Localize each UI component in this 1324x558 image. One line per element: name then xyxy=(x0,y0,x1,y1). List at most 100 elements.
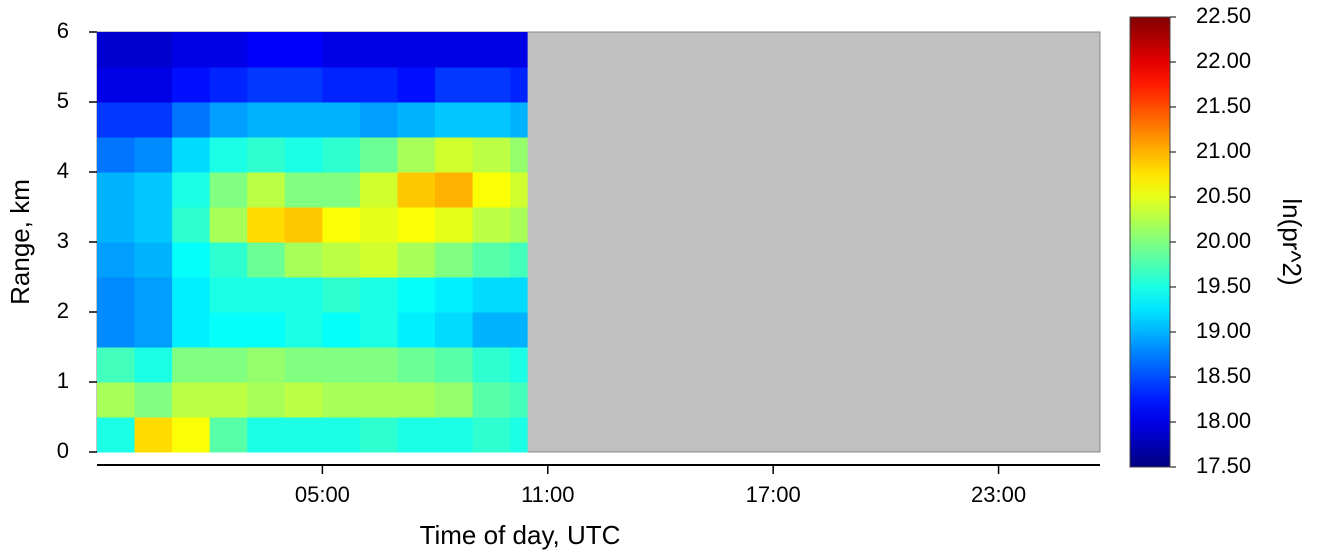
heatmap-cell xyxy=(322,32,361,68)
heatmap-cell xyxy=(397,277,436,313)
heatmap-cell xyxy=(134,172,173,208)
heatmap-cell xyxy=(397,312,436,348)
heatmap-cell xyxy=(435,32,474,68)
heatmap-cell xyxy=(472,277,511,313)
heatmap-cell xyxy=(472,347,511,383)
heatmap-cell xyxy=(247,242,286,278)
heatmap-cell xyxy=(359,67,399,103)
heatmap-cell xyxy=(97,277,136,313)
heatmap-cell xyxy=(134,347,173,383)
x-tick-label: 17:00 xyxy=(746,482,801,507)
heatmap-cell xyxy=(172,207,211,243)
heatmap-cell xyxy=(322,347,361,383)
heatmap-cell xyxy=(359,32,399,68)
heatmap-cell xyxy=(209,102,248,138)
heatmap-cell xyxy=(134,277,173,313)
heatmap-cell xyxy=(510,67,528,103)
heatmap-cell xyxy=(97,67,136,103)
heatmap-cell xyxy=(397,172,436,208)
heatmap-cell xyxy=(472,67,511,103)
heatmap-cell xyxy=(435,102,474,138)
heatmap-cell xyxy=(172,417,211,453)
heatmap-cell xyxy=(510,207,528,243)
heatmap-cell xyxy=(172,382,211,418)
heatmap-cell xyxy=(284,417,323,453)
heatmap-cell xyxy=(247,277,286,313)
heatmap-cell xyxy=(472,242,511,278)
heatmap-cell xyxy=(284,277,323,313)
y-tick-label: 0 xyxy=(57,438,69,463)
heatmap-cell xyxy=(322,172,361,208)
y-tick-label: 1 xyxy=(57,368,69,393)
heatmap-cell xyxy=(209,137,248,173)
heatmap-cell xyxy=(472,312,511,348)
heatmap-cell xyxy=(359,347,399,383)
heatmap-cell xyxy=(284,242,323,278)
heatmap-cell xyxy=(172,277,211,313)
heatmap-cell xyxy=(209,347,248,383)
x-tick-label: 23:00 xyxy=(971,482,1026,507)
heatmap-cell xyxy=(172,67,211,103)
heatmap-cell xyxy=(134,242,173,278)
colorbar-tick-label: 18.00 xyxy=(1196,408,1251,433)
y-tick-label: 4 xyxy=(57,158,69,183)
colorbar-tick-label: 19.00 xyxy=(1196,318,1251,343)
heatmap-cell xyxy=(435,242,474,278)
heatmap-cell xyxy=(134,382,173,418)
heatmap-cell xyxy=(247,172,286,208)
colorbar-tick-label: 22.50 xyxy=(1196,3,1251,28)
x-tick-label: 11:00 xyxy=(521,482,574,507)
heatmap-cell xyxy=(134,32,173,68)
heatmap-cell xyxy=(322,417,361,453)
x-tick-label: 05:00 xyxy=(295,482,350,507)
heatmap-cell xyxy=(172,242,211,278)
heatmap-cell xyxy=(134,102,173,138)
heatmap-cell xyxy=(284,137,323,173)
heatmap-cell xyxy=(322,277,361,313)
heatmap-cell xyxy=(322,312,361,348)
heatmap-cell xyxy=(435,277,474,313)
heatmap-cell xyxy=(510,102,528,138)
heatmap-cell xyxy=(322,137,361,173)
heatmap-cell xyxy=(359,382,399,418)
heatmap-cell xyxy=(435,347,474,383)
heatmap-cell xyxy=(359,417,399,453)
heatmap-cell xyxy=(209,417,248,453)
heatmap-cell xyxy=(359,312,399,348)
heatmap-cell xyxy=(209,67,248,103)
y-tick-label: 5 xyxy=(57,88,69,113)
heatmap-cell xyxy=(97,32,136,68)
heatmap-cell xyxy=(247,102,286,138)
heatmap-cell xyxy=(97,172,136,208)
heatmap-cell xyxy=(397,417,436,453)
heatmap-cell xyxy=(97,102,136,138)
heatmap-cell xyxy=(510,242,528,278)
heatmap-cell xyxy=(359,207,399,243)
heatmap-cell xyxy=(209,32,248,68)
heatmap-cell xyxy=(172,102,211,138)
heatmap-cell xyxy=(247,137,286,173)
heatmap-cell xyxy=(472,102,511,138)
colorbar-tick-label: 20.00 xyxy=(1196,228,1251,253)
heatmap-cell xyxy=(247,207,286,243)
colorbar-label: ln(pr^2) xyxy=(1277,198,1307,285)
heatmap-cell xyxy=(472,32,511,68)
heatmap-cell xyxy=(247,312,286,348)
heatmap-cell xyxy=(472,382,511,418)
heatmap-cell xyxy=(134,137,173,173)
heatmap-cell xyxy=(510,172,528,208)
heatmap-cell xyxy=(359,172,399,208)
colorbar-tick-label: 21.50 xyxy=(1196,93,1251,118)
heatmap-cell xyxy=(359,137,399,173)
heatmap-cell xyxy=(435,312,474,348)
heatmap-cell xyxy=(284,312,323,348)
heatmap-cell xyxy=(435,137,474,173)
heatmap-cell xyxy=(284,102,323,138)
heatmap-cell xyxy=(435,417,474,453)
heatmap-cell xyxy=(134,417,173,453)
heatmap-cell xyxy=(322,207,361,243)
colorbar-tick-label: 22.00 xyxy=(1196,48,1251,73)
heatmap-cell xyxy=(472,172,511,208)
heatmap-cell xyxy=(359,102,399,138)
